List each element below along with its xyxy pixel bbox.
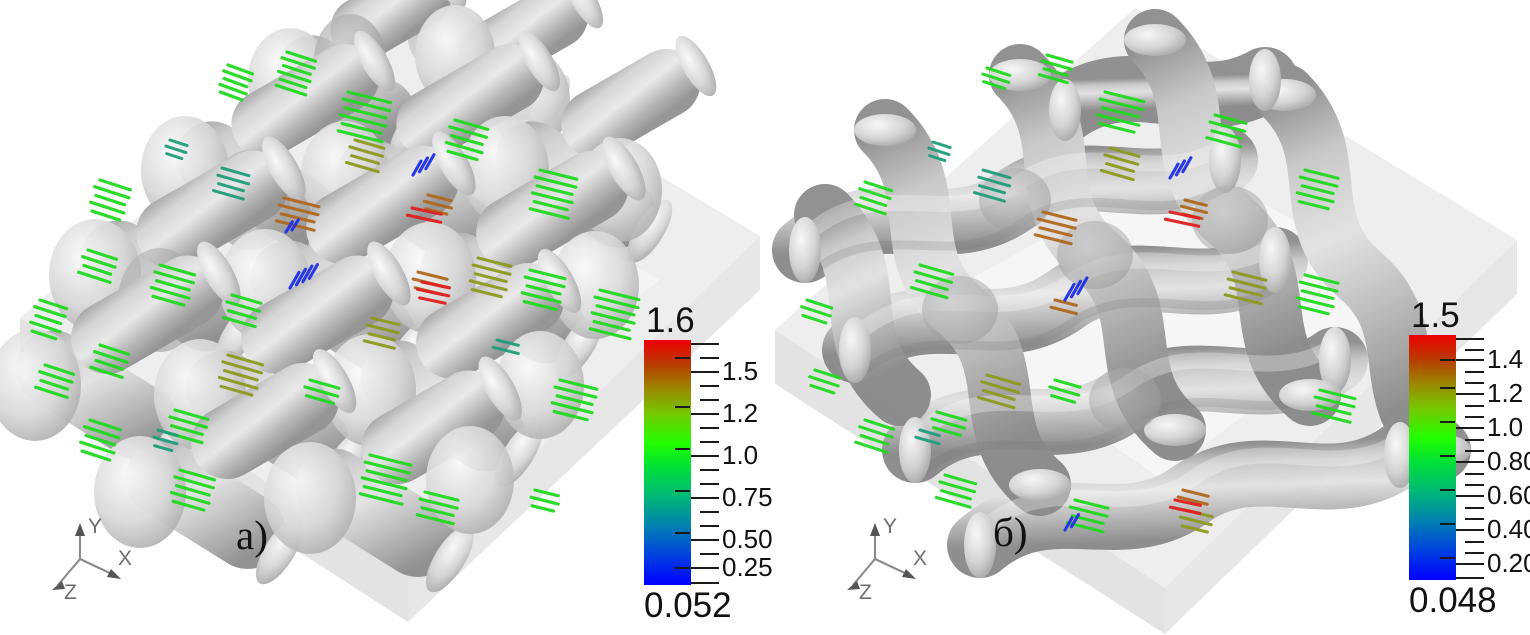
panel-label-a: a) [236,512,268,558]
colorbar-a-max-label: 1.6 [646,301,695,340]
lattice-render-b [772,8,1517,634]
axis-label-y: Y [883,515,897,538]
axis-label-y: Y [88,515,102,538]
axis-triad-a: Y X Z [22,497,172,612]
colorbar-a-min-label: 0.052 [644,586,732,625]
colorbar-b-max-label: 1.5 [1411,296,1460,335]
colorbar-a-gradient [644,340,691,585]
colorbar-a-body: 1.5 1.2 1.0 0.75 0.50 0.25 [644,340,773,585]
axis-triad-b: Y X Z [817,497,967,612]
streamline-bundles-b [800,53,1357,534]
lattice-tubes-b [772,9,1471,578]
colorbar-b-tick-label-3: 0.80 [1487,446,1530,476]
colorbar-a-tick-label-4: 0.50 [722,524,773,554]
colorbar-b-tick-label-5: 0.40 [1487,514,1530,544]
panel-b: б) Y X Z [765,0,1530,635]
colorbar-b-tick-label-4: 0.60 [1487,480,1530,510]
panel-label-b: б) [993,509,1028,555]
colorbar-a-tick-label-2: 1.0 [722,440,759,470]
colorbar-a-tick-label-3: 0.75 [722,482,773,512]
colorbar-b-gradient [1409,335,1456,580]
colorbar-a-tick-label-0: 1.5 [722,356,759,386]
render-scene-b [765,0,1530,635]
colorbar-a-ticks: 1.5 1.2 1.0 0.75 0.50 0.25 [675,340,773,585]
colorbar-b-tick-label-2: 1.0 [1487,412,1524,442]
streamline-bundles-a [29,50,641,526]
colorbar-a-tick-label-5: 0.25 [722,552,773,582]
axis-label-x: X [913,547,927,570]
colorbar-b-tick-label-0: 1.4 [1487,344,1524,374]
colorbar-b-tick-label-1: 1.2 [1487,378,1524,408]
axis-label-z: Z [859,581,872,604]
colorbar-b-ticks: 1.4 1.2 1.0 0.80 0.60 0.40 [1440,335,1530,580]
axis-label-z: Z [64,581,77,604]
colorbar-a-tick-label-1: 1.2 [722,398,759,428]
render-scene-a [0,0,760,622]
colorbar-a: 1.6 [644,301,773,625]
axis-label-x: X [118,547,132,570]
panel-a: a) Y X Z [0,0,760,622]
colorbar-b-tick-label-6: 0.20 [1487,548,1530,578]
lattice-render-a [0,0,760,622]
colorbar-b-body: 1.4 1.2 1.0 0.80 0.60 0.40 [1409,335,1530,580]
colorbar-b-min-label: 0.048 [1409,581,1497,620]
colorbar-b: 1.5 [1409,296,1530,620]
